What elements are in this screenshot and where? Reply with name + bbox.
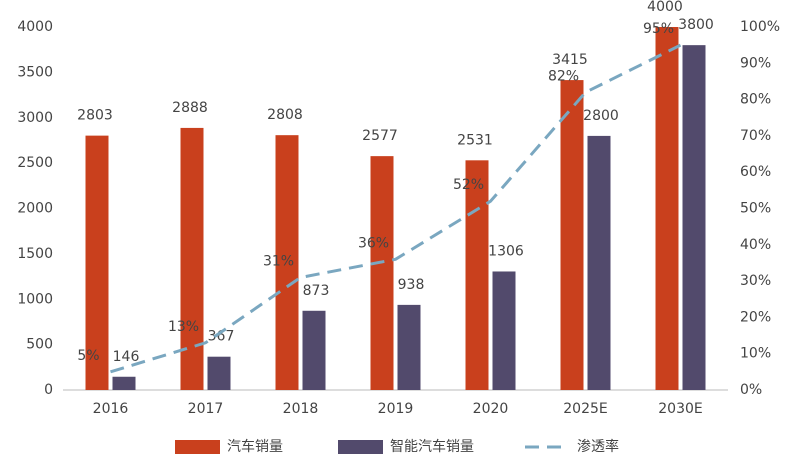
- legend-label: 渗透率: [577, 438, 619, 455]
- bar-value-label: 2800: [583, 108, 619, 124]
- bar-value-label: 3415: [552, 52, 588, 68]
- y2-tick-label: 60%: [740, 164, 771, 180]
- legend-label: 汽车销量: [227, 438, 283, 455]
- y2-tick-label: 30%: [740, 273, 771, 289]
- bar: [465, 160, 489, 390]
- line-value-label: 52%: [453, 177, 484, 193]
- bar-value-label: 367: [208, 329, 235, 345]
- bar-value-label: 3800: [678, 17, 714, 33]
- y2-tick-label: 90%: [740, 55, 771, 71]
- line-value-label: 13%: [168, 319, 199, 335]
- y2-tick-label: 20%: [740, 309, 771, 325]
- bar-value-label: 2531: [457, 132, 493, 148]
- bar: [85, 135, 109, 390]
- line-value-label: 82%: [548, 68, 579, 84]
- bar-value-label: 1306: [488, 243, 524, 259]
- y2-tick-label: 10%: [740, 346, 771, 362]
- bar-value-label: 2803: [77, 108, 113, 124]
- y-tick-label: 500: [26, 337, 53, 353]
- bar-value-label: 4000: [647, 0, 683, 15]
- x-tick-label: 2030E: [658, 401, 702, 417]
- y-tick-label: 2500: [17, 155, 53, 171]
- y-tick-label: 0: [44, 382, 53, 398]
- y-tick-label: 1000: [17, 291, 53, 307]
- bar: [112, 376, 136, 390]
- y-tick-label: 1500: [17, 246, 53, 262]
- legend-swatch: [338, 440, 383, 454]
- x-tick-label: 2020: [473, 401, 509, 417]
- line-value-label: 36%: [358, 235, 389, 251]
- x-tick-label: 2017: [188, 401, 224, 417]
- legend-label: 智能汽车销量: [390, 438, 474, 455]
- bar: [302, 310, 326, 390]
- bar-value-label: 873: [303, 283, 330, 299]
- y-tick-label: 3500: [17, 64, 53, 80]
- y2-tick-label: 0%: [740, 382, 762, 398]
- bar: [180, 127, 204, 390]
- line-value-label: 31%: [263, 253, 294, 269]
- x-tick-label: 2018: [283, 401, 319, 417]
- bar: [682, 45, 706, 391]
- y2-tick-label: 40%: [740, 237, 771, 253]
- y2-tick-label: 100%: [740, 19, 780, 35]
- bar-value-label: 2888: [172, 100, 208, 116]
- bar: [587, 135, 611, 390]
- y-tick-label: 3000: [17, 110, 53, 126]
- y-tick-label: 4000: [17, 19, 53, 35]
- bar-value-label: 146: [113, 349, 140, 365]
- bar: [397, 304, 421, 390]
- legend-swatch: [175, 440, 220, 454]
- line: [110, 43, 682, 374]
- bar: [207, 356, 231, 390]
- bar: [370, 156, 394, 390]
- bar-value-label: 2808: [267, 107, 303, 123]
- x-tick-label: 2025E: [563, 401, 607, 417]
- line-value-label: 5%: [77, 348, 99, 364]
- y2-tick-label: 80%: [740, 92, 771, 108]
- bar: [655, 27, 679, 390]
- bar: [492, 271, 516, 390]
- bar: [560, 80, 584, 391]
- bar-value-label: 938: [398, 277, 425, 293]
- bar-value-label: 2577: [362, 128, 398, 144]
- y2-tick-label: 70%: [740, 128, 771, 144]
- y2-tick-label: 50%: [740, 201, 771, 217]
- y-tick-label: 2000: [17, 201, 53, 217]
- line-value-label: 95%: [643, 21, 674, 37]
- bar: [275, 135, 299, 390]
- x-tick-label: 2019: [378, 401, 414, 417]
- x-tick-label: 2016: [93, 401, 129, 417]
